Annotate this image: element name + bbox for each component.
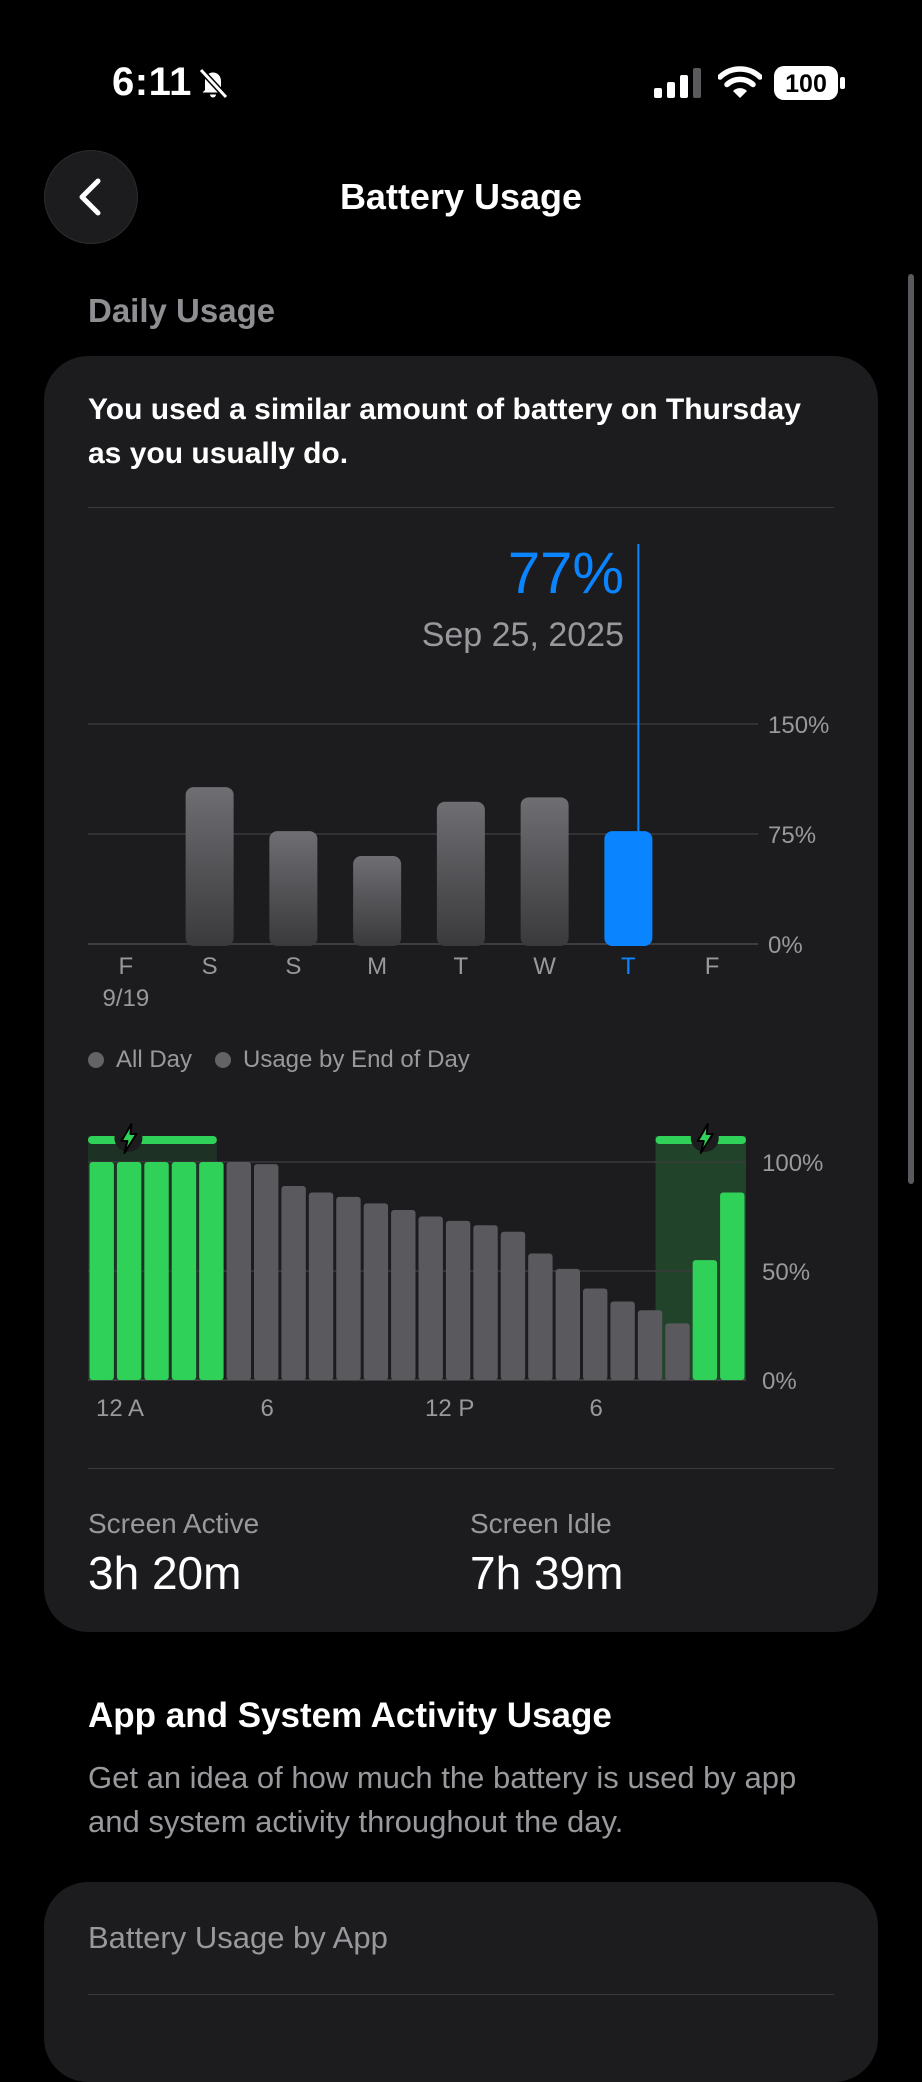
daily-usage-card — [44, 356, 878, 1632]
bar — [520, 797, 569, 946]
screen-active-label: Screen Active — [88, 1508, 260, 1539]
hour-bar — [528, 1253, 553, 1380]
y-tick-label: 0% — [768, 932, 803, 959]
hour-bar — [583, 1288, 608, 1380]
divider — [88, 507, 834, 508]
hour-bar — [473, 1225, 498, 1380]
hour-bar — [254, 1164, 279, 1380]
legend-dot-end-of-day — [215, 1052, 231, 1068]
y-tick-label: 100% — [762, 1150, 823, 1177]
legend-dot-all-day — [88, 1052, 104, 1068]
hour-bar — [336, 1196, 361, 1380]
hour-bar — [391, 1209, 416, 1380]
cellular-signal-icon — [654, 68, 701, 98]
hour-bar — [418, 1216, 443, 1380]
usage-summary: You used a similar amount of battery on … — [88, 393, 801, 470]
hour-bar — [665, 1323, 690, 1380]
y-tick-label: 150% — [768, 712, 829, 739]
hour-bar — [226, 1162, 251, 1380]
hour-bar — [610, 1301, 635, 1380]
hour-bar — [281, 1185, 306, 1380]
x-tick-label: S — [202, 953, 218, 980]
activity-section-title: App and System Activity Usage — [88, 1696, 612, 1735]
x-tick-label: 6 — [261, 1395, 274, 1422]
bar-selected — [604, 831, 653, 946]
charging-bolt-icon — [120, 1123, 138, 1154]
selected-day-value: 77% — [507, 541, 624, 606]
chevron-left-icon — [79, 178, 101, 216]
bar — [353, 856, 402, 946]
legend-usage-by-end-of-day[interactable]: Usage by End of Day — [243, 1046, 470, 1073]
bar — [269, 831, 318, 946]
x-tick-label: M — [367, 953, 387, 980]
back-button[interactable] — [44, 150, 138, 244]
section-title-daily-usage: Daily Usage — [88, 292, 276, 329]
hour-bar-charging — [89, 1162, 114, 1380]
screen-active-value: 3h 20m — [88, 1547, 242, 1599]
hour-bar-charging — [720, 1192, 745, 1380]
hour-bar — [637, 1310, 663, 1380]
hour-bar — [308, 1192, 334, 1380]
battery-usage-by-app-title: Battery Usage by App — [88, 1920, 388, 1955]
x-tick-label: T — [621, 953, 636, 980]
battery-icon: 100 — [774, 66, 845, 100]
hourly-battery-level-chart[interactable]: 0% 50% 100% 12 A 6 12 P 6 — [0, 1110, 922, 1430]
charging-period-bar — [88, 1136, 217, 1144]
y-tick-label: 50% — [762, 1259, 810, 1286]
x-tick-label: F — [705, 953, 720, 980]
y-tick-label: 0% — [762, 1368, 797, 1395]
x-tick-date: 9/19 — [103, 985, 150, 1012]
divider — [88, 1468, 834, 1469]
x-tick-label: 6 — [590, 1395, 603, 1422]
divider — [88, 1994, 834, 1995]
hour-bar-charging — [116, 1162, 142, 1380]
activity-section-description: Get an idea of how much the battery is u… — [88, 1760, 797, 1839]
daily-usage-chart[interactable]: 0% 75% 150% F 9/19 S S M T W T F — [0, 540, 922, 1020]
hour-bar-charging — [171, 1162, 197, 1380]
bell-slash-icon — [198, 67, 229, 100]
hour-bar-charging — [199, 1162, 224, 1380]
x-tick-label: 12 A — [96, 1395, 144, 1422]
x-tick-label: S — [285, 953, 301, 980]
x-tick-label: F — [119, 953, 134, 980]
hour-bar — [363, 1203, 389, 1380]
x-tick-label: T — [454, 953, 469, 980]
hour-bar — [555, 1268, 580, 1380]
status-time: 6:11 — [112, 60, 192, 104]
y-tick-label: 75% — [768, 822, 816, 849]
screen-idle-value: 7h 39m — [470, 1547, 624, 1599]
x-tick-label: 12 P — [425, 1395, 474, 1422]
selected-day-date: Sep 25, 2025 — [421, 616, 624, 654]
page-title: Battery Usage — [339, 176, 583, 217]
bar — [185, 787, 234, 946]
charging-bolt-icon — [696, 1123, 714, 1154]
scrollbar[interactable] — [908, 274, 914, 1184]
hour-bar — [445, 1220, 471, 1380]
legend-all-day[interactable]: All Day — [116, 1046, 193, 1073]
battery-usage-by-app-card[interactable] — [44, 1882, 878, 2082]
wifi-icon — [718, 66, 762, 98]
hour-bar-charging — [144, 1162, 169, 1380]
x-tick-label: W — [533, 953, 556, 980]
battery-level: 100 — [785, 70, 827, 98]
hour-bar-charging — [692, 1260, 718, 1380]
bar — [436, 801, 485, 946]
screen-idle-label: Screen Idle — [470, 1508, 612, 1539]
hour-bar — [500, 1231, 526, 1380]
